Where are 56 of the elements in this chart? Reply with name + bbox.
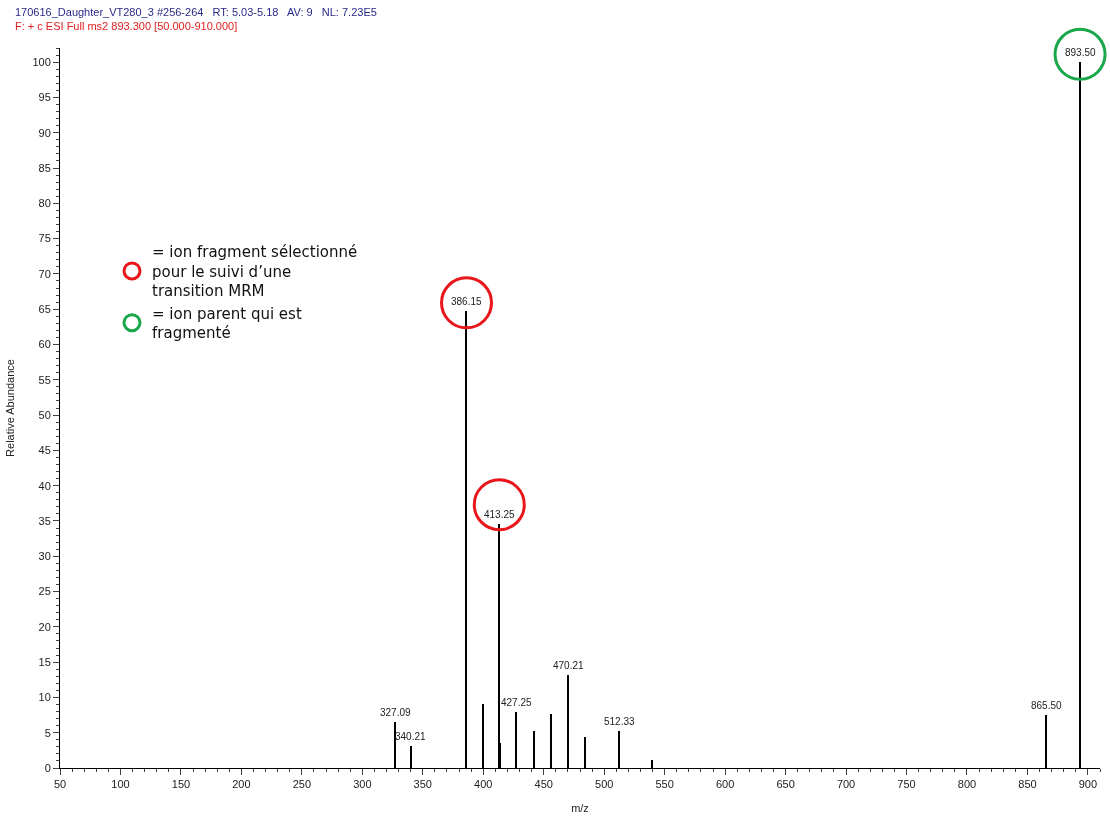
y-tick-label: 55 bbox=[38, 373, 51, 386]
point bbox=[440, 276, 494, 330]
x-tick-label: 50 bbox=[53, 778, 67, 791]
annotation: 893.50 bbox=[1065, 47, 1097, 58]
x-tick-label: 500 bbox=[595, 778, 614, 791]
chart-subtitle: F: + c ESI Full ms2 893.300 [50.000-910.000] bbox=[15, 20, 238, 32]
y-tick-label: 45 bbox=[38, 444, 51, 457]
annotation: 327.09 bbox=[380, 707, 412, 718]
y-tick-label: 50 bbox=[38, 408, 51, 421]
y-tick-label: 60 bbox=[38, 338, 51, 351]
legend-label: = ion fragment sélectionné pour le suivi d’une transition MRM bbox=[152, 243, 358, 301]
y-tick-label: 90 bbox=[38, 126, 51, 139]
x-tick-label: 250 bbox=[292, 778, 312, 791]
annotation: 413.25 bbox=[484, 509, 516, 520]
annotation: 427.25 bbox=[501, 697, 533, 708]
y-tick-label: 10 bbox=[38, 691, 51, 704]
x-tick-label: 750 bbox=[897, 778, 916, 791]
y-tick-label: 0 bbox=[44, 761, 51, 774]
legend-label: = ion parent qui est fragmenté bbox=[152, 304, 302, 343]
point bbox=[1053, 27, 1107, 81]
y-tick-label: 70 bbox=[38, 267, 51, 280]
x-tick-label: 650 bbox=[776, 778, 795, 791]
x-tick-label: 550 bbox=[655, 778, 674, 791]
x-tick-label: 100 bbox=[111, 778, 130, 791]
y-tick-label: 85 bbox=[38, 161, 51, 174]
y-tick-label: 5 bbox=[44, 726, 51, 739]
y-tick-label: 95 bbox=[38, 91, 51, 104]
x-tick-label: 400 bbox=[474, 778, 493, 791]
annotation: 512.33 bbox=[604, 716, 636, 727]
y-tick-label: 30 bbox=[38, 550, 51, 563]
x-tick-label: 350 bbox=[413, 778, 432, 791]
x-tick-label: 300 bbox=[353, 778, 372, 791]
x-tick-label: 450 bbox=[534, 778, 553, 791]
annotation: 470.21 bbox=[553, 660, 585, 671]
point bbox=[472, 478, 526, 532]
chart-title: 170616_Daughter_VT280_3 #256-264 RT: 5.03-5.18 AV: 9 NL: 7.23E5 bbox=[15, 6, 377, 18]
annotation: 386.15 bbox=[451, 296, 483, 307]
y-tick-label: 15 bbox=[38, 655, 51, 668]
x-tick-label: 150 bbox=[171, 778, 191, 791]
x-axis-title: m/z bbox=[571, 802, 589, 815]
y-tick-label: 25 bbox=[38, 585, 51, 598]
x-tick-label: 850 bbox=[1018, 778, 1037, 791]
x-tick-label: 200 bbox=[232, 778, 251, 791]
x-tick-label: 800 bbox=[957, 778, 977, 791]
y-tick-label: 35 bbox=[38, 514, 51, 527]
y-tick-label: 75 bbox=[38, 232, 51, 245]
x-tick-label: 600 bbox=[715, 778, 735, 791]
y-tick-label: 100 bbox=[32, 55, 51, 68]
y-tick-label: 40 bbox=[38, 479, 51, 492]
y-tick-label: 65 bbox=[38, 303, 51, 316]
y-tick-label: 20 bbox=[38, 620, 51, 633]
annotation: 865.50 bbox=[1031, 700, 1063, 711]
y-axis-title: Relative Abundance bbox=[4, 359, 17, 457]
x-tick-label: 700 bbox=[836, 778, 856, 791]
x-tick-label: 900 bbox=[1078, 778, 1098, 791]
y-tick-label: 80 bbox=[38, 197, 51, 210]
